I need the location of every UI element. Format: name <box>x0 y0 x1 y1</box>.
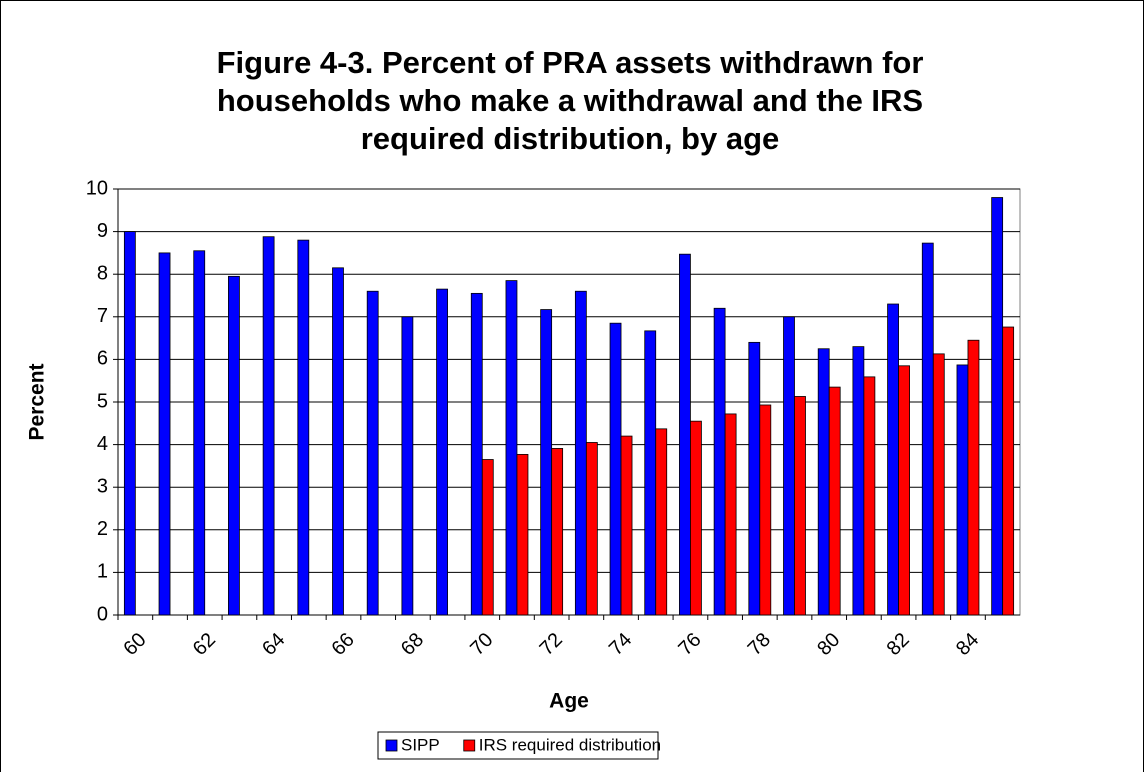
y-tick-label: 7 <box>97 305 108 327</box>
bar <box>481 459 494 616</box>
y-tick-label: 8 <box>97 262 108 284</box>
bar <box>713 307 726 616</box>
y-tick-label: 6 <box>97 348 108 370</box>
y-tick-label: 3 <box>97 475 108 497</box>
y-tick-label: 4 <box>97 433 108 455</box>
bar <box>991 197 1004 616</box>
legend-label: IRS required distribution <box>479 735 661 754</box>
bar <box>748 341 761 616</box>
bar <box>887 303 899 616</box>
legend-label: SIPP <box>401 735 440 754</box>
legend-swatch <box>385 739 398 752</box>
bar <box>297 239 310 616</box>
bar <box>401 316 414 616</box>
bar <box>794 396 806 616</box>
y-tick-label: 10 <box>86 177 108 199</box>
bar <box>1002 326 1015 616</box>
y-tick-label: 9 <box>97 220 108 242</box>
bar <box>620 435 633 616</box>
bar <box>898 365 910 616</box>
bar <box>228 275 240 616</box>
legend-swatch <box>463 739 476 752</box>
bar <box>551 448 564 616</box>
bar <box>158 252 171 616</box>
bar <box>585 442 598 616</box>
bar <box>193 250 206 616</box>
legend-box <box>377 731 659 760</box>
bar <box>540 309 553 616</box>
bar <box>655 428 668 616</box>
bar <box>932 353 945 616</box>
y-axis-label: Percent <box>26 363 49 440</box>
bar <box>123 231 136 616</box>
bar <box>759 404 772 616</box>
bar <box>828 386 841 616</box>
y-tick-label: 2 <box>97 518 108 540</box>
bar <box>366 290 379 616</box>
bar <box>516 453 529 616</box>
bar <box>724 413 737 616</box>
x-axis-label: Age <box>549 690 589 713</box>
bar <box>262 236 275 616</box>
bar <box>783 316 795 616</box>
y-tick-label: 0 <box>97 603 108 625</box>
chart-title: Figure 4-3. Percent of PRA assets withdr… <box>216 45 924 156</box>
bar <box>852 346 865 616</box>
y-tick-label: 5 <box>97 390 108 412</box>
bar <box>967 339 980 616</box>
bar <box>690 420 702 616</box>
bar <box>470 292 483 616</box>
bar <box>574 290 587 616</box>
bar <box>863 376 876 616</box>
bar <box>956 364 969 616</box>
bar <box>505 280 518 616</box>
y-tick-label: 1 <box>97 561 108 583</box>
bar <box>644 330 657 616</box>
bar <box>436 288 448 616</box>
bar <box>332 267 344 616</box>
bar <box>921 242 934 616</box>
bar <box>679 253 691 616</box>
bar <box>817 348 830 616</box>
bar <box>609 322 622 616</box>
